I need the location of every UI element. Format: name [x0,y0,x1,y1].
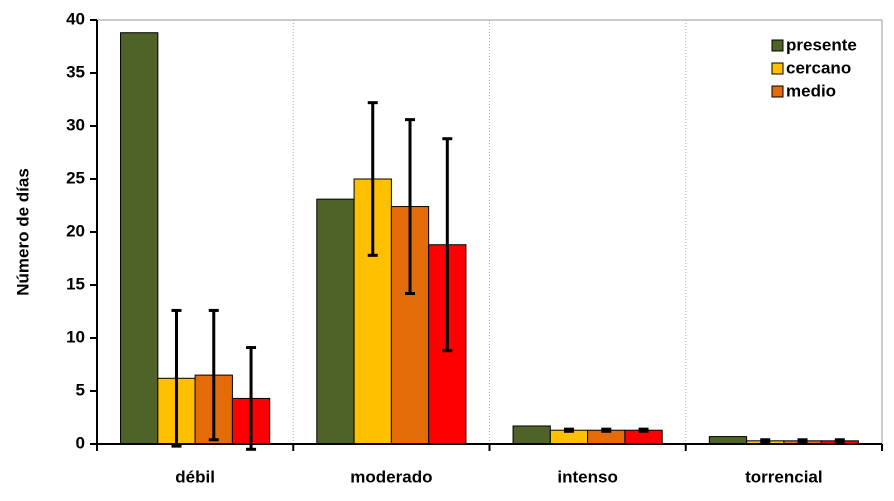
legend-swatch [771,85,784,98]
x-tick-label: débil [175,467,215,486]
x-tick-label: moderado [350,467,432,486]
error-bar [760,438,771,444]
y-tick-label: 25 [66,168,85,187]
legend-swatch [771,62,784,75]
error-bar [246,346,257,451]
legend-label: medio [786,81,836,100]
error-bar [208,308,219,442]
error-bar [601,427,612,433]
bar [316,198,355,445]
error-bar [797,438,808,444]
y-tick-label: 15 [66,274,85,293]
error-bar [367,101,378,257]
error-bar [563,427,574,433]
legend-label: presente [786,35,857,54]
error-bar [638,427,649,433]
y-tick-label: 40 [66,9,85,28]
y-tick-label: 30 [66,115,85,134]
y-tick-label: 5 [76,380,85,399]
y-axis-label: Número de días [13,168,32,296]
y-tick-label: 35 [66,62,85,81]
x-tick-label: torrencial [745,467,822,486]
error-bar [171,308,182,448]
bar [120,32,159,445]
y-tick-label: 10 [66,327,85,346]
legend-label: cercano [786,58,851,77]
y-tick-label: 0 [76,433,85,452]
bar [708,436,748,445]
legend-swatch [771,39,784,52]
error-bar [442,137,453,353]
error-bar [834,438,845,444]
y-tick-label: 20 [66,221,85,240]
error-bar [405,118,416,295]
x-tick-label: intenso [557,467,617,486]
bar [512,425,551,445]
